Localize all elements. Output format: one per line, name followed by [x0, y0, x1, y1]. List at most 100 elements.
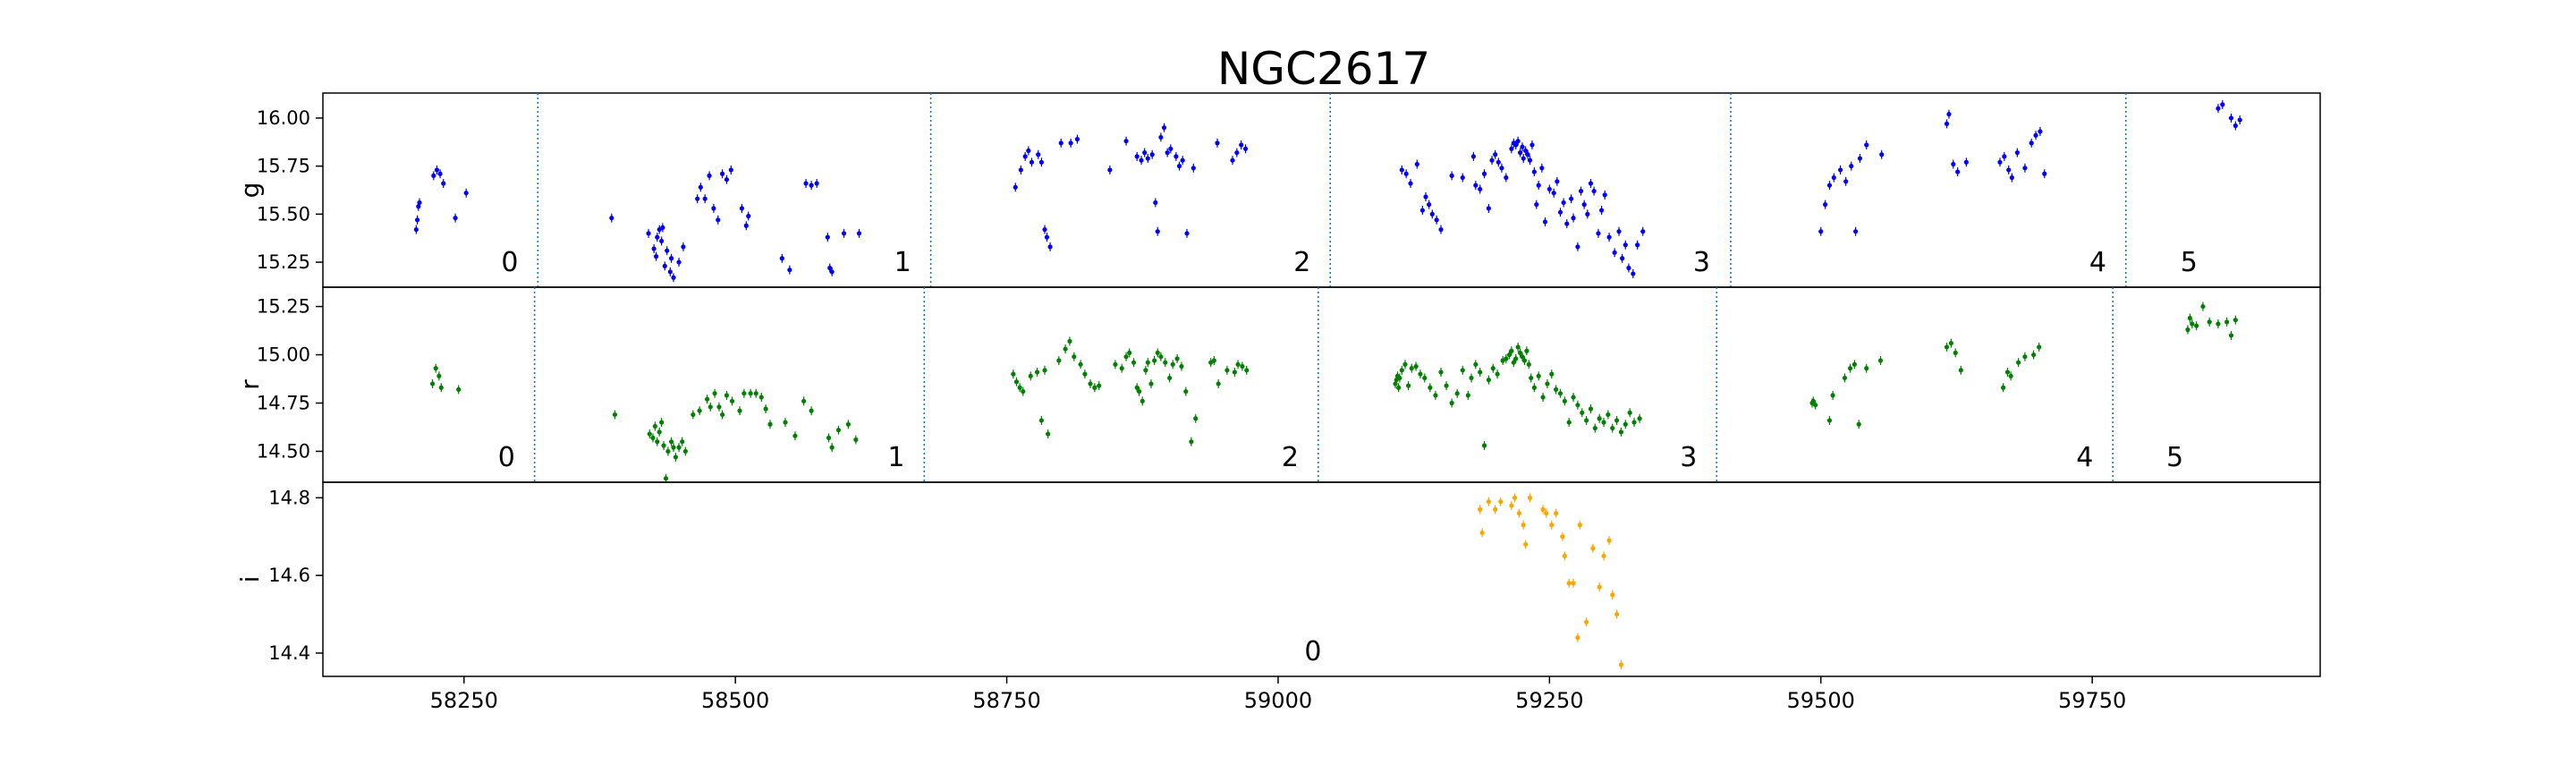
- data-point: [1074, 134, 1080, 144]
- data-point: [1180, 156, 1185, 166]
- y-tick-label: 14.4: [268, 642, 310, 664]
- y-tick-label: 14.75: [257, 393, 310, 414]
- data-point: [708, 402, 713, 412]
- data-point: [1234, 148, 1240, 157]
- data-point: [2022, 163, 2028, 173]
- x-tick-label: 59500: [1787, 688, 1855, 713]
- data-point: [436, 371, 442, 381]
- data-point: [1137, 386, 1142, 396]
- data-point: [1512, 493, 1518, 503]
- data-point: [1481, 440, 1487, 450]
- data-point: [1810, 396, 1816, 406]
- data-point: [1509, 501, 1514, 511]
- data-point: [803, 178, 809, 188]
- data-point: [1078, 360, 1083, 370]
- data-point: [612, 410, 618, 420]
- data-point: [1142, 148, 1148, 157]
- data-point: [1640, 226, 1646, 236]
- data-point: [1161, 123, 1167, 132]
- data-point: [1419, 206, 1425, 216]
- data-point: [787, 265, 792, 275]
- data-point: [1092, 383, 1097, 393]
- panel-frame: [322, 286, 2321, 483]
- data-point: [856, 228, 862, 238]
- season-label: 1: [894, 247, 911, 278]
- data-point: [1584, 415, 1589, 425]
- data-point: [1578, 186, 1584, 196]
- data-point: [1529, 373, 1534, 383]
- data-point: [1429, 209, 1435, 219]
- data-point: [1148, 378, 1154, 388]
- data-point: [748, 388, 753, 398]
- data-point: [1521, 356, 1528, 366]
- data-point: [697, 406, 702, 416]
- data-point: [1637, 413, 1642, 423]
- panel-frame: [322, 92, 2321, 288]
- data-point: [663, 473, 669, 483]
- data-point: [2185, 325, 2190, 335]
- data-point: [1011, 370, 1016, 379]
- data-point: [1134, 383, 1140, 393]
- data-point: [1580, 408, 1585, 418]
- data-point: [1504, 353, 1509, 363]
- data-point: [716, 402, 722, 412]
- y-tick-label: 15.25: [257, 251, 310, 273]
- x-tick-label: 59250: [1515, 688, 1583, 713]
- season-label: 2: [1293, 247, 1310, 278]
- data-point: [1498, 497, 1504, 506]
- data-point: [655, 437, 660, 446]
- data-point: [1036, 149, 1041, 159]
- data-point: [1562, 396, 1567, 406]
- data-point: [673, 452, 679, 462]
- data-point: [657, 427, 662, 437]
- data-point: [1158, 132, 1164, 142]
- data-point: [1155, 348, 1160, 358]
- data-point: [1097, 381, 1102, 391]
- data-point: [1847, 363, 1853, 373]
- data-point: [1131, 358, 1137, 368]
- data-point: [729, 396, 735, 406]
- data-point: [1145, 154, 1150, 164]
- data-point: [2187, 313, 2192, 323]
- data-point: [2006, 165, 2012, 174]
- data-point: [1511, 358, 1516, 368]
- data-point: [1434, 215, 1439, 225]
- data-point: [2194, 321, 2199, 331]
- data-point: [1038, 415, 1044, 425]
- data-point: [705, 395, 710, 404]
- data-point: [668, 437, 674, 446]
- data-point: [1013, 183, 1018, 192]
- data-point: [1230, 156, 1235, 166]
- data-point: [680, 437, 685, 446]
- data-point: [1409, 363, 1414, 373]
- data-point: [1560, 531, 1565, 541]
- data-point: [1590, 543, 1596, 553]
- data-point: [1955, 167, 1961, 177]
- data-point: [1575, 633, 1580, 642]
- data-point: [659, 236, 665, 246]
- data-point: [1170, 360, 1175, 370]
- data-point: [1107, 165, 1113, 174]
- x-axis: 58250 58500 58750 59000 59250 59500 59750: [430, 676, 2126, 713]
- data-point: [1557, 208, 1563, 217]
- data-point: [2029, 138, 2034, 148]
- data-point: [1813, 400, 1818, 410]
- data-point: [1058, 138, 1063, 148]
- data-point: [841, 228, 847, 238]
- data-point: [763, 403, 768, 413]
- data-point: [1418, 370, 1423, 379]
- data-point: [413, 225, 419, 234]
- data-point: [1584, 617, 1589, 627]
- data-point: [1944, 119, 1950, 129]
- data-point: [1561, 198, 1566, 208]
- data-point: [792, 431, 798, 441]
- data-point: [1479, 528, 1485, 538]
- data-point: [1179, 361, 1184, 371]
- data-point: [1029, 157, 1035, 167]
- data-point: [1486, 497, 1491, 506]
- data-point: [1540, 505, 1546, 514]
- data-point: [2190, 319, 2195, 329]
- data-point: [1189, 437, 1194, 446]
- data-point: [1602, 190, 1607, 200]
- data-point: [1499, 163, 1504, 173]
